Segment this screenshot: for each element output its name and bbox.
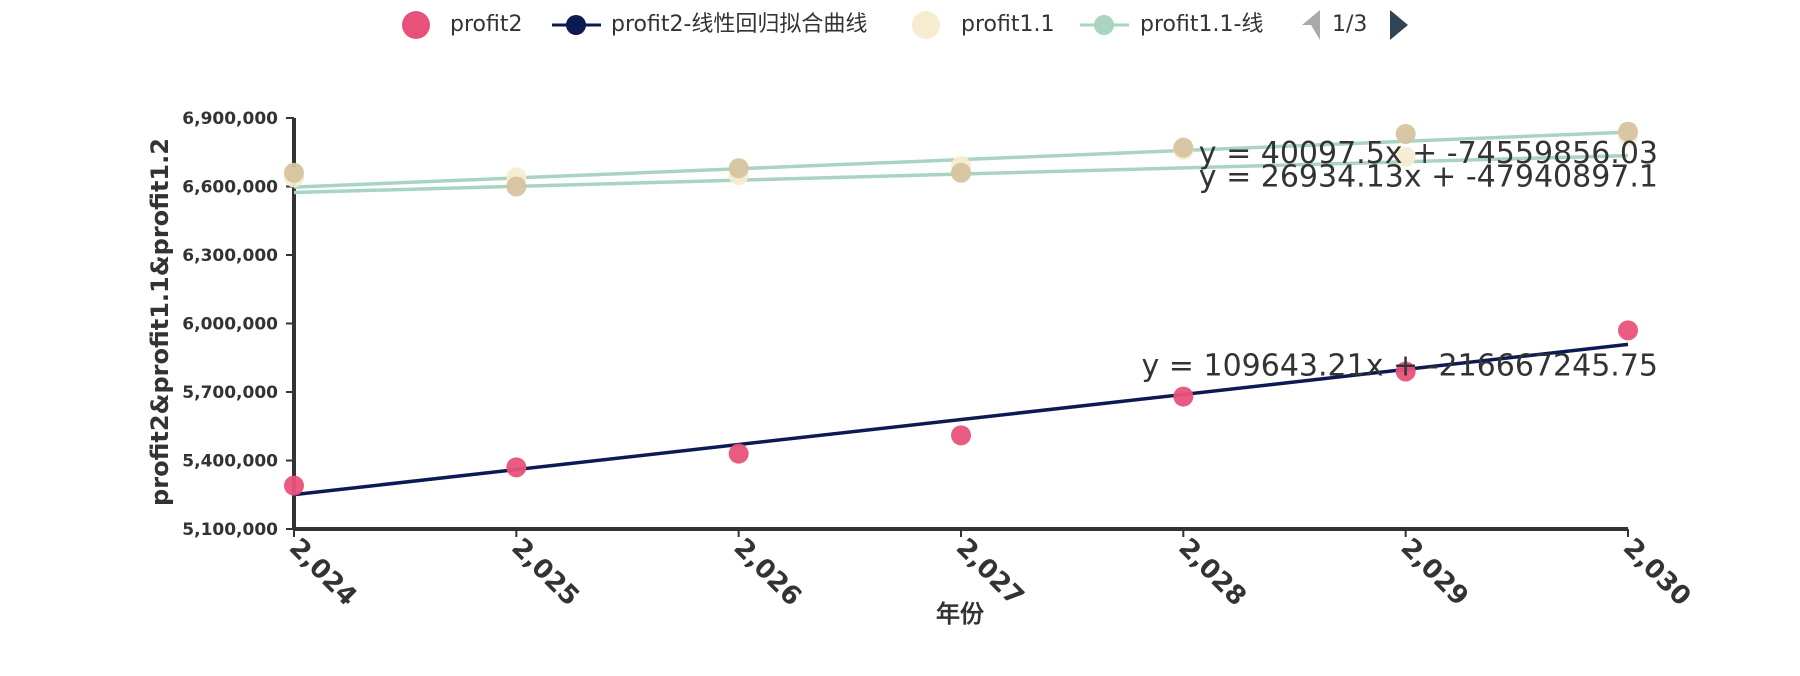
data-point (728, 158, 749, 179)
data-point (506, 457, 527, 478)
legend[interactable]: profit2 profit2-线性回归拟合曲线 profit1.1 profi… (402, 10, 1408, 40)
legend-marker-dot-profit1-1 (1094, 15, 1114, 35)
data-point (1618, 320, 1638, 341)
y-axis-title: profit2&profit1.1&profit1.2 (146, 138, 174, 506)
legend-marker-profit1-1 (912, 11, 940, 39)
data-point (284, 162, 304, 183)
x-tick-label: 2,024 (283, 533, 362, 612)
y-tick-label: 6,300,000 (182, 246, 278, 266)
legend-item-profit2-fit[interactable]: profit2-线性回归拟合曲线 (552, 12, 867, 37)
legend-page-indicator: 1/3 (1332, 12, 1367, 37)
x-tick-label: 2,028 (1172, 533, 1251, 612)
y-tick-label: 6,600,000 (182, 178, 278, 198)
regression-equation: y = 26934.13x + -47940897.1 (1199, 160, 1658, 195)
data-point (728, 443, 749, 464)
legend-label-profit2-fit: profit2-线性回归拟合曲线 (611, 12, 867, 37)
legend-label-profit2: profit2 (450, 12, 522, 37)
y-tick-label: 5,700,000 (182, 383, 278, 403)
x-tick-label: 2,030 (1617, 533, 1696, 612)
legend-item-profit1-1-line[interactable]: profit1.1-线 (1080, 12, 1263, 37)
legend-item-profit2[interactable]: profit2 (402, 11, 522, 39)
legend-item-profit1-1[interactable]: profit1.1 (912, 11, 1054, 39)
data-points (284, 121, 1638, 496)
y-tick-label: 6,000,000 (182, 315, 278, 335)
legend-label-profit1-1: profit1.1 (961, 12, 1054, 37)
data-point (951, 425, 971, 446)
y-tick-label: 5,100,000 (182, 520, 278, 540)
data-point (1173, 137, 1194, 158)
x-tick-label: 2,026 (728, 533, 807, 612)
regression-equations: y = 109643.21x + -216667245.75 y = 26934.… (1142, 136, 1658, 383)
legend-marker-dot-profit2-fit (566, 15, 586, 35)
y-tick-label: 5,400,000 (182, 452, 278, 472)
legend-label-profit1-1-line: profit1.1-线 (1140, 12, 1263, 37)
regression-equation: y = 109643.21x + -216667245.75 (1142, 348, 1658, 383)
data-point (284, 475, 304, 496)
data-point (1395, 361, 1416, 382)
legend-next-page-icon[interactable] (1390, 10, 1408, 40)
x-tick-label: 2,029 (1395, 533, 1474, 612)
legend-marker-profit2 (402, 11, 430, 39)
data-point (506, 176, 527, 197)
x-axis-title: 年份 (936, 600, 985, 628)
legend-prev-page-icon[interactable] (1302, 10, 1320, 40)
y-tick-label: 6,900,000 (182, 109, 278, 129)
x-tick-label: 2,025 (505, 533, 584, 612)
regression-equation: y = 40097.5x + -74559856.03 (1199, 136, 1658, 171)
data-point (1618, 121, 1638, 142)
data-point (951, 162, 971, 183)
data-point (1173, 386, 1194, 407)
data-point (1395, 146, 1416, 167)
data-point (1395, 123, 1416, 144)
